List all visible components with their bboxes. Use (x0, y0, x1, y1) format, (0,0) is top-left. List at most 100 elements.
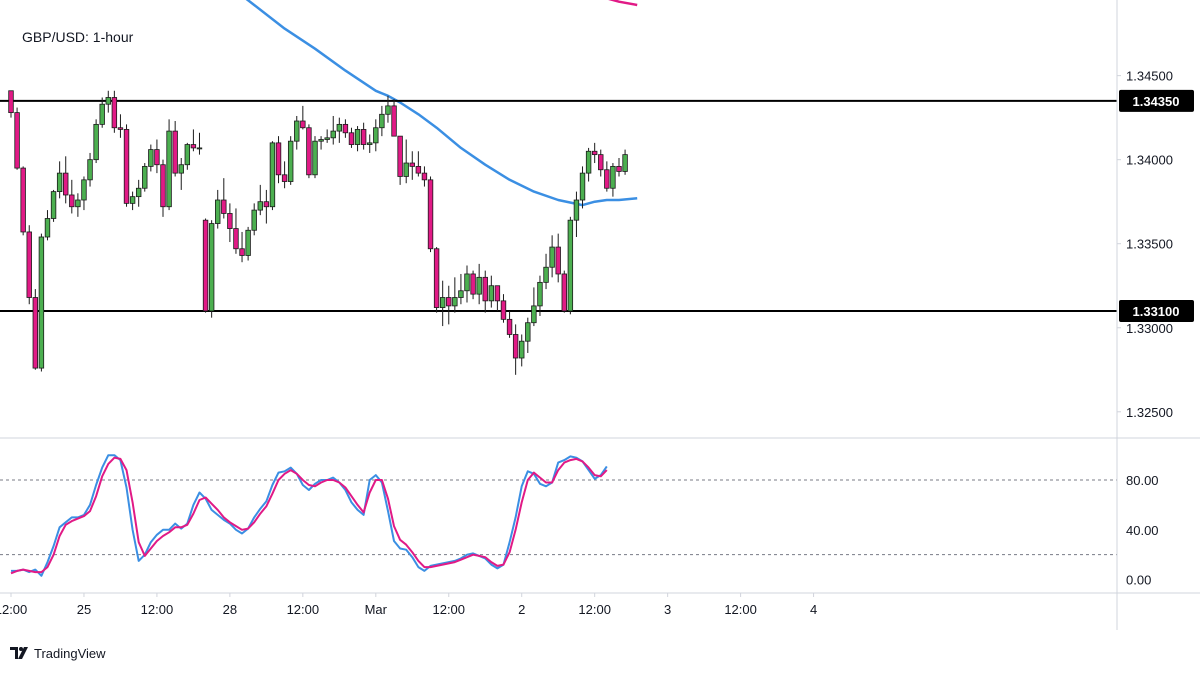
candle-body (452, 297, 458, 307)
axes: 1.32500 1.33000 1.33500 1.34000 1.34500 1.343… (0, 0, 1200, 630)
candle-body (160, 164, 166, 208)
price-tick-label: 1.34500 (1126, 69, 1173, 84)
candle-body (464, 273, 470, 292)
candle-body (354, 129, 361, 145)
candle-body (105, 97, 111, 105)
candle-body (360, 129, 367, 145)
candle-body (275, 142, 282, 176)
candle-body (14, 112, 20, 169)
candle-body (373, 127, 379, 144)
candle-body (202, 219, 209, 312)
candle-body (537, 281, 543, 307)
price-tick-label: 1.33000 (1126, 321, 1173, 336)
moving-average-line (608, 0, 638, 7)
candle-body (500, 300, 507, 320)
candle-body (604, 169, 610, 189)
candle-body (56, 172, 63, 193)
candle-body (561, 273, 567, 312)
candle-body (427, 179, 434, 250)
time-tick-label: 2 (518, 602, 525, 617)
candle-body (135, 187, 142, 198)
time-tick-label: 25 (77, 602, 91, 617)
candle-body (32, 297, 39, 369)
candle-body (87, 159, 93, 181)
candle-body (616, 165, 622, 172)
candle-body (391, 105, 397, 137)
candle-body (233, 228, 239, 250)
candle-body (93, 123, 99, 161)
candle-body (531, 305, 537, 324)
candle-body (591, 150, 598, 156)
candle-body (379, 113, 385, 129)
candle-body (336, 123, 343, 132)
candle-body (26, 231, 32, 298)
candle-body (221, 199, 227, 214)
candle-body (227, 213, 233, 229)
candle-body (154, 149, 160, 166)
time-tick-label: 12:00 (432, 602, 465, 617)
candle-body (567, 219, 574, 312)
candle-body (196, 147, 203, 150)
candle-body (439, 297, 446, 308)
candle-body (585, 150, 592, 174)
oscillator-line (10, 456, 608, 575)
candle-body (409, 162, 415, 167)
footer-brand[interactable]: TradingView (10, 643, 106, 663)
brand-name: TradingView (34, 645, 106, 661)
candle-body (257, 201, 263, 211)
candle-body (458, 290, 464, 298)
candle-body (8, 90, 14, 114)
candle-body (543, 266, 549, 283)
candle-body (20, 167, 26, 233)
time-tick-label: 12:00 (724, 602, 757, 617)
price-tick-label: 1.32500 (1126, 405, 1173, 420)
moving-average-line (245, 0, 638, 207)
candle-body (269, 142, 276, 208)
price-tick-label: 1.33500 (1126, 237, 1173, 252)
candle-body (519, 340, 525, 359)
time-tick-label: Mar (365, 602, 388, 617)
level-badge (1119, 299, 1194, 322)
price-pane (0, 0, 1117, 375)
candle-body (184, 144, 191, 166)
candle-body (512, 334, 519, 359)
candle-body (300, 120, 306, 129)
chart-title: GBP/USD: 1-hour (22, 29, 134, 45)
level-badge-label: 1.33100 (1133, 304, 1180, 319)
time-tick-label: 3 (664, 602, 671, 617)
candle-body (75, 199, 81, 208)
candle-body (403, 162, 409, 177)
candle-body (318, 139, 324, 142)
candle-body (312, 140, 318, 176)
candle-body (117, 127, 124, 130)
candle-body (482, 276, 488, 302)
candle-body (178, 164, 184, 174)
candle-body (148, 149, 154, 167)
candle-body (610, 165, 616, 189)
candle-body (190, 144, 197, 149)
candle-body (111, 97, 118, 129)
candle-body (239, 248, 245, 256)
candle-body (50, 191, 57, 219)
level-badge-label: 1.34350 (1133, 94, 1180, 109)
candle-body (549, 246, 555, 268)
candle-body (306, 127, 312, 176)
time-tick-label: 12:00 (578, 602, 611, 617)
oscillator-tick-label: 40.00 (1126, 523, 1159, 538)
candle-body (415, 165, 422, 174)
time-tick-label: 12:00 (287, 602, 320, 617)
candle-body (555, 246, 561, 275)
candle-body (129, 196, 136, 204)
candle-body (506, 318, 513, 335)
candle-body (166, 130, 172, 208)
candle-body (263, 201, 270, 208)
candle-body (281, 174, 288, 182)
time-tick-label: 12:00 (0, 602, 27, 617)
candle-body (573, 199, 580, 221)
candle-body (324, 137, 330, 140)
oscillator-pane (0, 454, 1117, 577)
candle-body (44, 218, 51, 238)
candle-body (397, 135, 403, 177)
candle-body (525, 322, 531, 342)
candle-body (81, 179, 87, 201)
